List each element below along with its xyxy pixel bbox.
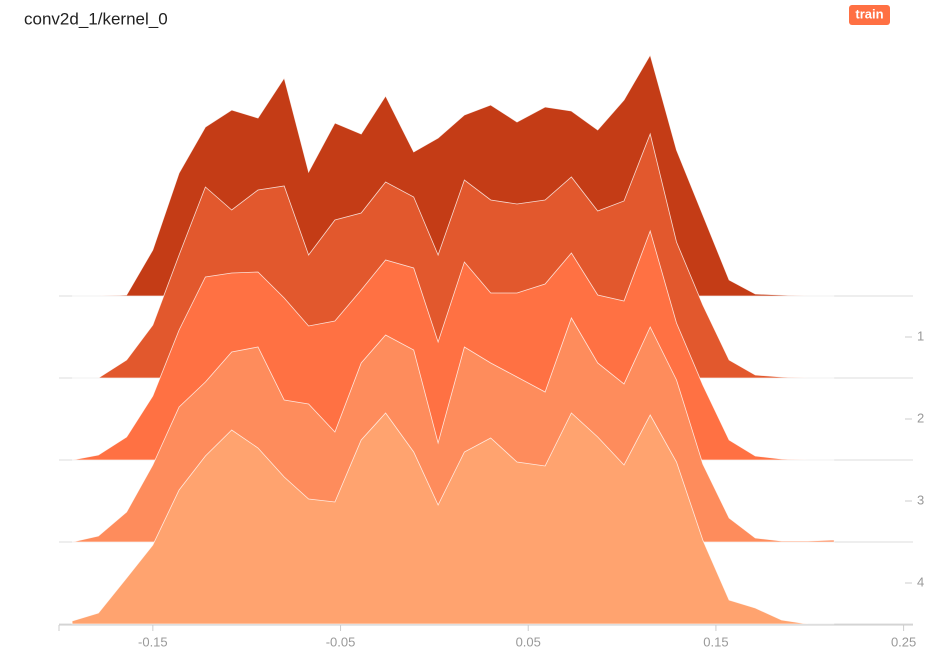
run-label[interactable]: train [855,6,883,21]
y-tick-label: 4 [917,574,924,589]
chart-title: conv2d_1/kernel_0 [24,9,168,28]
x-tick-label: 0.05 [516,634,541,649]
x-tick-label: -0.15 [138,634,168,649]
x-tick-label: -0.05 [326,634,356,649]
ridges [59,53,913,625]
y-tick-label: 1 [917,328,924,343]
run-badge[interactable] [849,5,890,25]
y-tick-label: 3 [917,492,924,507]
y-tick-label: 2 [917,410,924,425]
x-tick-label: 0.25 [891,634,916,649]
ridge [71,412,835,625]
x-tick-label: 0.15 [703,634,728,649]
